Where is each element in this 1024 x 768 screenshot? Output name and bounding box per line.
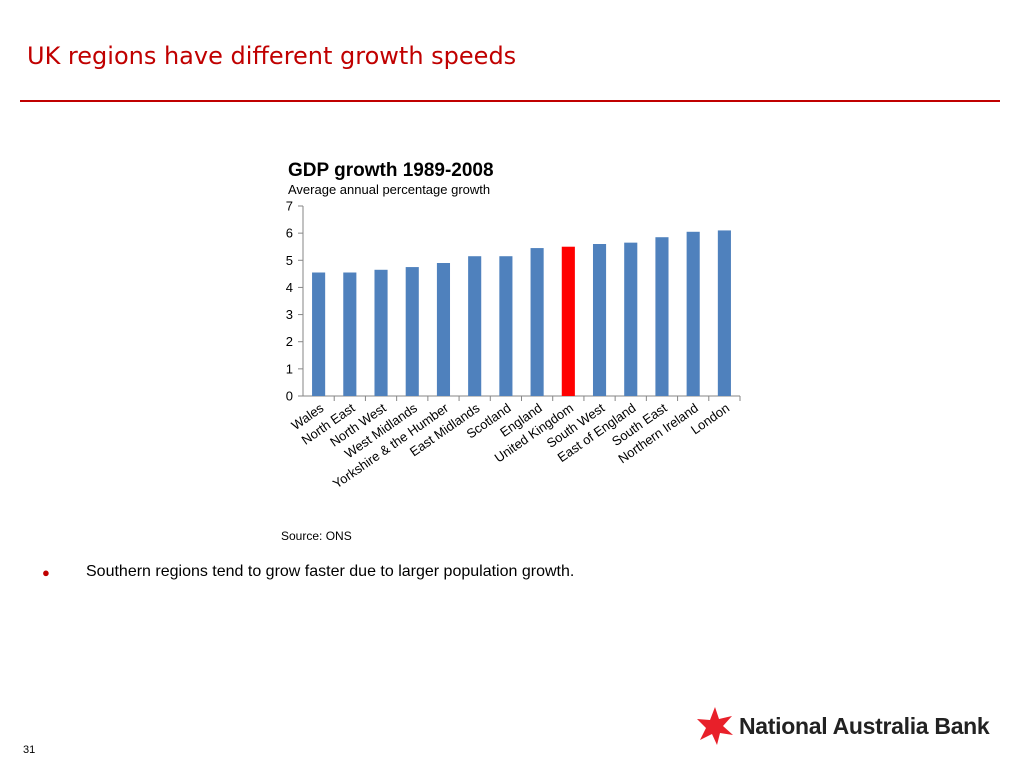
star-icon (697, 707, 733, 745)
page-number: 31 (23, 744, 36, 756)
chart-bars (312, 230, 731, 396)
bar-scotland (499, 256, 513, 396)
bar-united-kingdom (561, 246, 575, 396)
bar-west-midlands (405, 267, 419, 396)
chart-axes (298, 205, 741, 401)
slide-title: UK regions have different growth speeds (27, 42, 517, 70)
logo-text: National Australia Bank (739, 712, 990, 739)
y-tick-label: 6 (286, 226, 293, 241)
bar-south-east (655, 237, 669, 396)
bar-north-east (343, 272, 357, 396)
y-tick-label: 4 (286, 280, 293, 295)
y-tick-label: 7 (286, 199, 293, 214)
y-tick-label: 2 (286, 334, 293, 349)
title-divider (20, 100, 1000, 102)
bullet-dot-icon: ● (42, 564, 50, 580)
bar-north-west (374, 269, 388, 396)
y-tick-label: 3 (286, 307, 293, 322)
bar-northern-ireland (686, 231, 700, 396)
bar-england (530, 248, 544, 396)
bar-wales (312, 272, 326, 396)
y-tick-labels: 0 1 2 3 4 5 6 7 (286, 199, 293, 404)
bar-east-of-england (624, 242, 638, 396)
y-tick-label: 5 (286, 253, 293, 268)
bar-south-west (592, 244, 607, 396)
bar-yorkshire-the-humber (436, 263, 451, 396)
y-tick-label: 1 (286, 361, 293, 376)
bullet-point: ● Southern regions tend to grow faster d… (42, 563, 574, 581)
chart-source: Source: ONS (281, 529, 352, 543)
chart-subtitle: Average annual percentage growth (288, 182, 491, 197)
bar-east-midlands (468, 256, 482, 396)
chart-title: GDP growth 1989-2008 (288, 160, 494, 181)
bullet-text: Southern regions tend to grow faster due… (86, 563, 575, 580)
y-tick-label: 0 (286, 389, 293, 404)
bar-london (717, 230, 731, 396)
nab-logo: National Australia Bank (695, 706, 990, 746)
